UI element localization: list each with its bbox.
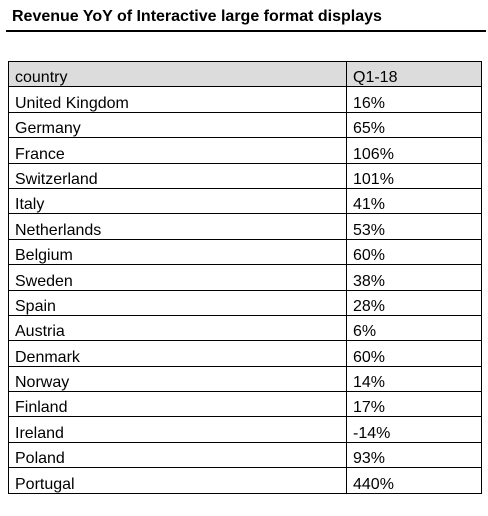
country-cell: Netherlands — [8, 213, 347, 240]
table-body: United Kingdom 16% Germany 65% France 106% Swi… — [8, 86, 482, 494]
table-header-row: country Q1-18 — [8, 60, 482, 88]
table-row: Netherlands 53% — [8, 213, 482, 240]
country-cell: Portugal — [8, 467, 347, 494]
value-cell: 16% — [346, 86, 482, 113]
country-cell: Norway — [8, 365, 347, 393]
country-cell: Italy — [8, 187, 347, 215]
country-cell: Denmark — [8, 340, 347, 367]
table-row: Denmark 60% — [8, 340, 482, 367]
table-row: Sweden 38% — [8, 264, 482, 291]
value-cell: 14% — [346, 365, 482, 393]
table-row: Poland 93% — [8, 441, 482, 469]
table-row: Finland 17% — [8, 391, 482, 418]
table-row: Belgium 60% — [8, 238, 482, 266]
value-cell: 53% — [346, 213, 482, 240]
value-cell: 17% — [346, 391, 482, 418]
country-cell: Sweden — [8, 264, 347, 291]
table-row: Spain 28% — [8, 289, 482, 316]
revenue-table: country Q1-18 United Kingdom 16% Germany 65… — [8, 60, 482, 494]
country-cell: United Kingdom — [8, 86, 347, 113]
country-cell: Ireland — [8, 416, 347, 443]
table-row: Portugal 440% — [8, 467, 482, 494]
value-cell: 41% — [346, 187, 482, 215]
value-cell: 65% — [346, 111, 482, 139]
table-row: United Kingdom 16% — [8, 86, 482, 113]
table-row: Italy 41% — [8, 187, 482, 215]
table-row: Norway 14% — [8, 365, 482, 393]
value-cell: 60% — [346, 340, 482, 367]
country-cell: Poland — [8, 441, 347, 469]
value-cell: 28% — [346, 289, 482, 316]
value-cell: 440% — [346, 467, 482, 494]
value-cell: 106% — [346, 137, 482, 164]
country-cell: Germany — [8, 111, 347, 139]
value-cell: -14% — [346, 416, 482, 443]
value-cell: 93% — [346, 441, 482, 469]
value-cell: 101% — [346, 162, 482, 189]
value-cell: 60% — [346, 238, 482, 266]
country-cell: Spain — [8, 289, 347, 316]
table-row: Switzerland 101% — [8, 162, 482, 189]
chart-title: Revenue YoY of Interactive large format … — [12, 8, 382, 25]
table-row: France 106% — [8, 137, 482, 164]
title-underline — [6, 30, 486, 32]
country-cell: France — [8, 137, 347, 164]
table-row: Germany 65% — [8, 111, 482, 139]
table-row: Austria 6% — [8, 314, 482, 342]
column-header-country: country — [8, 60, 347, 88]
column-header-period: Q1-18 — [346, 60, 482, 88]
value-cell: 6% — [346, 314, 482, 342]
country-cell: Switzerland — [8, 162, 347, 189]
table-row: Ireland -14% — [8, 416, 482, 443]
value-cell: 38% — [346, 264, 482, 291]
country-cell: Belgium — [8, 238, 347, 266]
country-cell: Austria — [8, 314, 347, 342]
country-cell: Finland — [8, 391, 347, 418]
